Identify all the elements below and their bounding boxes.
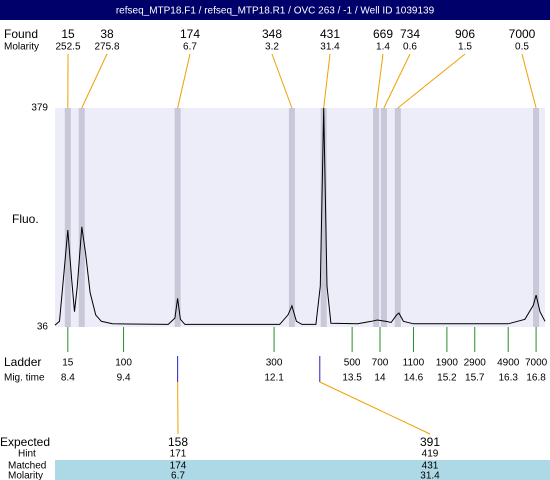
expected-molarity: 6.7 [171, 471, 185, 480]
peak-band [373, 108, 380, 327]
fluo-label: Fluo. [12, 212, 39, 226]
found-size: 7000 [509, 27, 536, 41]
header-title: refseq_MTP18.F1 / refseq_MTP18.R1 / OVC … [116, 6, 435, 17]
found-molarity: 275.8 [94, 42, 119, 53]
matched-band [55, 460, 550, 480]
found-molarity: 252.5 [55, 42, 80, 53]
found-molarity: 1.5 [458, 42, 472, 53]
expected-matched: 431 [422, 461, 439, 472]
peak-connector [271, 53, 293, 109]
ladder-size: 500 [344, 358, 361, 369]
hint-label: Hint [18, 449, 36, 460]
expected-molarity: 31.4 [420, 471, 440, 480]
expected-size: 158 [168, 435, 188, 449]
expected-size: 391 [420, 435, 440, 449]
found-size: 174 [180, 27, 200, 41]
found-size: 15 [61, 27, 75, 41]
matched-label: Matched [8, 461, 46, 472]
found-molarity: 0.6 [403, 42, 417, 53]
expected-label: Expected [0, 435, 50, 449]
peak-band [78, 108, 85, 327]
ladder-time: 13.5 [342, 373, 362, 384]
peak-band [380, 108, 387, 327]
ladder-time: 9.4 [117, 373, 131, 384]
ladder-time: 14 [374, 373, 386, 384]
found-size: 734 [400, 27, 420, 41]
ladder-size: 4900 [497, 358, 520, 369]
peak-band [320, 108, 327, 327]
peak-connector [81, 53, 108, 109]
peak-band [394, 108, 401, 327]
ladder-time: 12.1 [264, 373, 284, 384]
expected-connector [319, 381, 431, 435]
found-molarity: 1.4 [376, 42, 390, 53]
ladder-size: 700 [372, 358, 389, 369]
ladder-size: 300 [266, 358, 283, 369]
peak-connector [177, 53, 191, 109]
found-label: Found [4, 27, 38, 41]
y-tick-label: 36 [37, 322, 49, 333]
header-bar [0, 0, 550, 20]
expected-hint: 419 [422, 449, 439, 460]
mig-time-label: Mig. time [4, 373, 45, 384]
ladder-time: 15.7 [465, 373, 485, 384]
ladder-size: 7000 [525, 358, 548, 369]
found-size: 906 [455, 27, 475, 41]
found-size: 431 [320, 27, 340, 41]
ladder-size: 2900 [464, 358, 487, 369]
found-size: 38 [100, 27, 114, 41]
peak-band [533, 108, 540, 327]
ladder-time: 8.4 [61, 373, 75, 384]
peak-band [288, 108, 295, 327]
peak-connector [323, 53, 331, 109]
peak-band [174, 108, 181, 327]
found-molarity: 31.4 [320, 42, 340, 53]
found-molarity: 3.2 [265, 42, 279, 53]
peak-band [64, 108, 71, 327]
expected-matched: 174 [170, 461, 187, 472]
ladder-size: 1900 [436, 358, 459, 369]
found-size: 669 [373, 27, 393, 41]
ladder-time: 15.2 [437, 373, 457, 384]
ladder-label: Ladder [4, 355, 41, 369]
peak-connector [397, 53, 466, 109]
ladder-size: 1100 [403, 358, 425, 369]
found-molarity: 0.5 [515, 42, 529, 53]
peak-connector [375, 53, 384, 109]
ladder-size: 15 [62, 358, 74, 369]
ladder-time: 14.6 [404, 373, 424, 384]
ladder-time: 16.3 [498, 373, 518, 384]
expected-molarity-label: Molarity [8, 471, 43, 480]
expected-hint: 171 [170, 449, 187, 460]
found-molarity-label: Molarity [4, 42, 39, 53]
ladder-size: 100 [115, 358, 132, 369]
ladder-time: 16.8 [526, 373, 546, 384]
found-size: 348 [262, 27, 282, 41]
plot-area [55, 108, 545, 327]
y-tick-label: 379 [31, 103, 48, 114]
peak-connector [521, 53, 537, 109]
found-molarity: 6.7 [183, 42, 197, 53]
trace [54, 107, 546, 326]
peak-connector [383, 53, 411, 109]
